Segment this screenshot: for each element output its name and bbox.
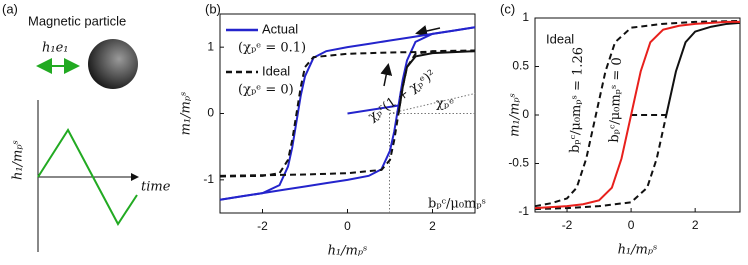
x-tick-label: -2 — [562, 218, 573, 232]
y-label: h₁/mₚˢ — [11, 140, 26, 180]
annotation: bₚᶜ/μ₀mₚˢ — [428, 197, 486, 212]
x-label: time — [141, 180, 171, 195]
annotation: χₚʳ(1 + χₚᵉ)² — [366, 67, 439, 124]
y-tick-label: 1 — [207, 39, 214, 53]
y-tick-label: 0 — [207, 106, 214, 120]
legend-note: (χₚᵉ = 0) — [238, 83, 294, 98]
guide-line — [389, 93, 476, 213]
y-tick-label: -1 — [518, 204, 529, 218]
y-tick-label: -0.5 — [508, 156, 529, 170]
field-wave — [37, 128, 138, 226]
y-label: m₁/mₚˢ — [179, 92, 194, 136]
x-tick-label: 0 — [344, 219, 351, 233]
curve — [397, 50, 476, 114]
x-tick-label: 2 — [429, 219, 436, 233]
y-tick-label: 1 — [522, 10, 529, 24]
curve — [219, 26, 476, 201]
annotation: bₚᶜ/μ₀mₚˢ = 0 — [607, 57, 625, 143]
y-label: m₁/mₚˢ — [508, 93, 523, 137]
particle-label: Magnetic particle — [28, 13, 126, 28]
curve — [534, 19, 741, 208]
curve — [219, 26, 476, 201]
curve — [219, 50, 476, 178]
annotation: bₚᶜ/μ₀mₚˢ = 1.26 — [568, 47, 587, 154]
x-tick-label: 0 — [628, 218, 635, 232]
y-tick-label: 0.5 — [512, 59, 529, 73]
annotation: χₚᵉ — [436, 97, 454, 112]
y-tick-label: -1 — [203, 172, 214, 186]
legend-label: Ideal — [262, 63, 290, 78]
x-tick-label: -2 — [257, 219, 268, 233]
curve — [347, 104, 399, 115]
panel-label: (c) — [500, 1, 515, 16]
x-label: h₁/mₚˢ — [328, 244, 368, 259]
annotation: Ideal — [546, 31, 574, 46]
field-label: h₁e₁ — [42, 41, 69, 56]
arrow — [415, 25, 441, 37]
x-label: h₁/mₚˢ — [618, 243, 658, 258]
x-tick-label: 2 — [692, 218, 699, 232]
particle — [88, 39, 138, 89]
plot-frame — [534, 17, 741, 213]
curve — [665, 21, 741, 116]
legend-label: Actual — [262, 21, 298, 36]
panel-label: (a) — [2, 1, 18, 16]
curve — [534, 20, 740, 210]
panel-label: (b) — [205, 1, 221, 16]
arrow — [380, 63, 393, 87]
y-tick-label: 0 — [522, 107, 529, 121]
legend-note: (χₚᵉ = 0.1) — [238, 41, 306, 56]
curve — [534, 114, 668, 211]
curve — [219, 49, 476, 177]
